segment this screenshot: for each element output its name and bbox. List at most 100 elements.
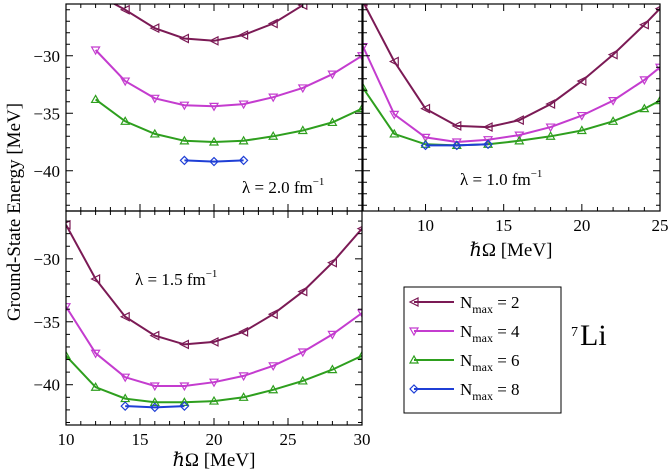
- panel-top-right-x-axis-title: ℏΩ [MeV]: [470, 240, 553, 261]
- bottom-left-y-tick-label: −35: [33, 313, 60, 332]
- top-right-point-nmax-6: [608, 116, 619, 125]
- bottom-left-point-nmax-2: [179, 339, 189, 350]
- bottom-left-point-nmax-6: [208, 395, 220, 405]
- bottom-left-x-tick-label: 10: [58, 430, 75, 449]
- legend-label-sub: max: [472, 389, 493, 403]
- panel-top-right: 10 15 20 25 λ = 1.0 fm−1 ℏΩ [MeV]: [362, 3, 669, 261]
- legend-label-main: N: [460, 322, 472, 341]
- top-left-point-nmax-2: [149, 23, 160, 34]
- panel-bottom-left-x-axis-title: ℏΩ [MeV]: [173, 450, 256, 471]
- top-right-point-nmax-4: [483, 136, 494, 145]
- legend-label-value: = 2: [493, 293, 520, 312]
- bottom-left-point-nmax-6: [66, 350, 72, 360]
- bottom-left-point-nmax-6: [238, 392, 249, 401]
- top-right-point-nmax-2: [482, 122, 493, 133]
- top-left-point-nmax-8: [238, 155, 249, 166]
- top-left-y-tick-label: −30: [33, 47, 60, 66]
- legend-label-sub: max: [472, 302, 493, 316]
- bottom-left-series-line-nmax-8: [125, 405, 185, 409]
- bottom-left-point-nmax-2: [66, 219, 71, 230]
- top-left-point-nmax-6: [149, 128, 160, 138]
- bottom-left-point-nmax-6: [356, 350, 362, 360]
- bottom-left-point-nmax-6: [268, 384, 279, 394]
- top-left-y-tick-label: −40: [33, 162, 60, 181]
- bottom-left-point-nmax-4: [120, 373, 131, 383]
- panel-top-right-frame: [362, 3, 661, 212]
- bottom-left-point-nmax-6: [90, 382, 101, 391]
- top-left-point-nmax-4: [179, 101, 190, 111]
- bottom-left-x-tick-label: 30: [354, 430, 371, 449]
- bottom-left-point-nmax-2: [267, 309, 278, 320]
- top-right-point-nmax-2: [607, 49, 618, 60]
- bottom-left-point-nmax-4: [208, 378, 220, 388]
- top-left-point-nmax-6: [356, 103, 362, 113]
- top-right-point-nmax-4: [451, 138, 462, 148]
- top-right-point-nmax-4: [639, 76, 650, 86]
- legend-label-nmax-6: Nmax = 6: [460, 351, 520, 374]
- bottom-left-point-nmax-6: [149, 397, 160, 406]
- bottom-left-point-nmax-4: [327, 330, 338, 340]
- top-right-point-nmax-2: [388, 56, 399, 67]
- bottom-left-point-nmax-2: [238, 326, 249, 337]
- bottom-left-point-nmax-2: [149, 330, 160, 341]
- top-right-point-nmax-8: [483, 139, 493, 150]
- top-left-point-nmax-4: [238, 100, 249, 110]
- top-right-point-nmax-6: [639, 103, 650, 113]
- top-right-point-nmax-2: [513, 115, 524, 126]
- legend-label-nmax-8: Nmax = 8: [460, 380, 520, 403]
- panel-bottom-left-lambda-label: λ = 1.5 fm−1: [135, 268, 217, 289]
- bottom-left-point-nmax-6: [297, 375, 308, 385]
- top-right-point-nmax-4: [576, 111, 587, 121]
- top-left-point-nmax-4: [90, 46, 101, 56]
- bottom-left-point-nmax-4: [238, 372, 249, 382]
- bottom-left-y-tick-label: −30: [33, 250, 60, 269]
- top-left-point-nmax-6: [327, 117, 338, 127]
- top-right-point-nmax-2: [639, 19, 649, 30]
- bottom-left-point-nmax-8: [120, 401, 131, 411]
- top-right-point-nmax-6: [363, 82, 369, 92]
- bottom-left-y-tick-label: −40: [33, 376, 60, 395]
- panel-top-left: −30 −35 −40 λ = 2.0 fm−1: [33, 3, 363, 212]
- legend-frame: [403, 286, 562, 414]
- top-right-point-nmax-2: [545, 99, 556, 110]
- top-left-point-nmax-8: [209, 156, 219, 167]
- bottom-left-point-nmax-4: [66, 303, 72, 312]
- bottom-left-x-tick-label: 20: [206, 430, 223, 449]
- y-axis-title: Ground-State Energy [MeV]: [4, 103, 25, 321]
- top-left-point-nmax-4: [208, 102, 220, 112]
- bottom-left-point-nmax-4: [297, 348, 308, 358]
- bottom-left-point-nmax-4: [149, 382, 160, 392]
- top-right-x-tick-label: 10: [417, 216, 434, 235]
- top-left-point-nmax-4: [268, 93, 279, 103]
- top-left-point-nmax-4: [120, 77, 131, 87]
- bottom-left-point-nmax-2: [90, 274, 101, 284]
- legend-label-value: = 6: [493, 351, 520, 370]
- legend-label-value: = 4: [493, 322, 520, 341]
- top-left-point-nmax-6: [179, 135, 190, 145]
- bottom-left-point-nmax-8: [179, 401, 190, 411]
- top-right-point-nmax-4: [363, 42, 369, 52]
- legend-marker-nmax-2: [408, 297, 419, 307]
- top-left-series-line-nmax-2: [112, 4, 304, 42]
- top-right-point-nmax-6: [389, 128, 400, 138]
- bottom-left-point-nmax-4: [179, 382, 190, 392]
- legend-label-main: N: [460, 293, 472, 312]
- top-right-point-nmax-8: [451, 140, 462, 151]
- legend-label-nmax-2: Nmax = 2: [460, 293, 520, 316]
- top-left-point-nmax-4: [327, 70, 338, 80]
- top-right-point-nmax-2: [451, 120, 462, 131]
- top-left-point-nmax-6: [268, 131, 279, 140]
- legend-label-sub: max: [472, 331, 493, 345]
- top-left-point-nmax-8: [179, 155, 190, 166]
- top-left-y-tick-label: −35: [33, 104, 60, 123]
- top-right-x-tick-label: 20: [573, 216, 590, 235]
- bottom-left-point-nmax-8: [149, 402, 160, 413]
- bottom-left-point-nmax-2: [119, 311, 130, 322]
- top-right-point-nmax-4: [608, 96, 619, 106]
- nucleus-symbol: Li: [580, 319, 607, 352]
- top-right-series-line-nmax-4: [363, 46, 660, 144]
- nucleus-mass-number: 7: [571, 325, 578, 340]
- bottom-left-point-nmax-4: [356, 309, 362, 319]
